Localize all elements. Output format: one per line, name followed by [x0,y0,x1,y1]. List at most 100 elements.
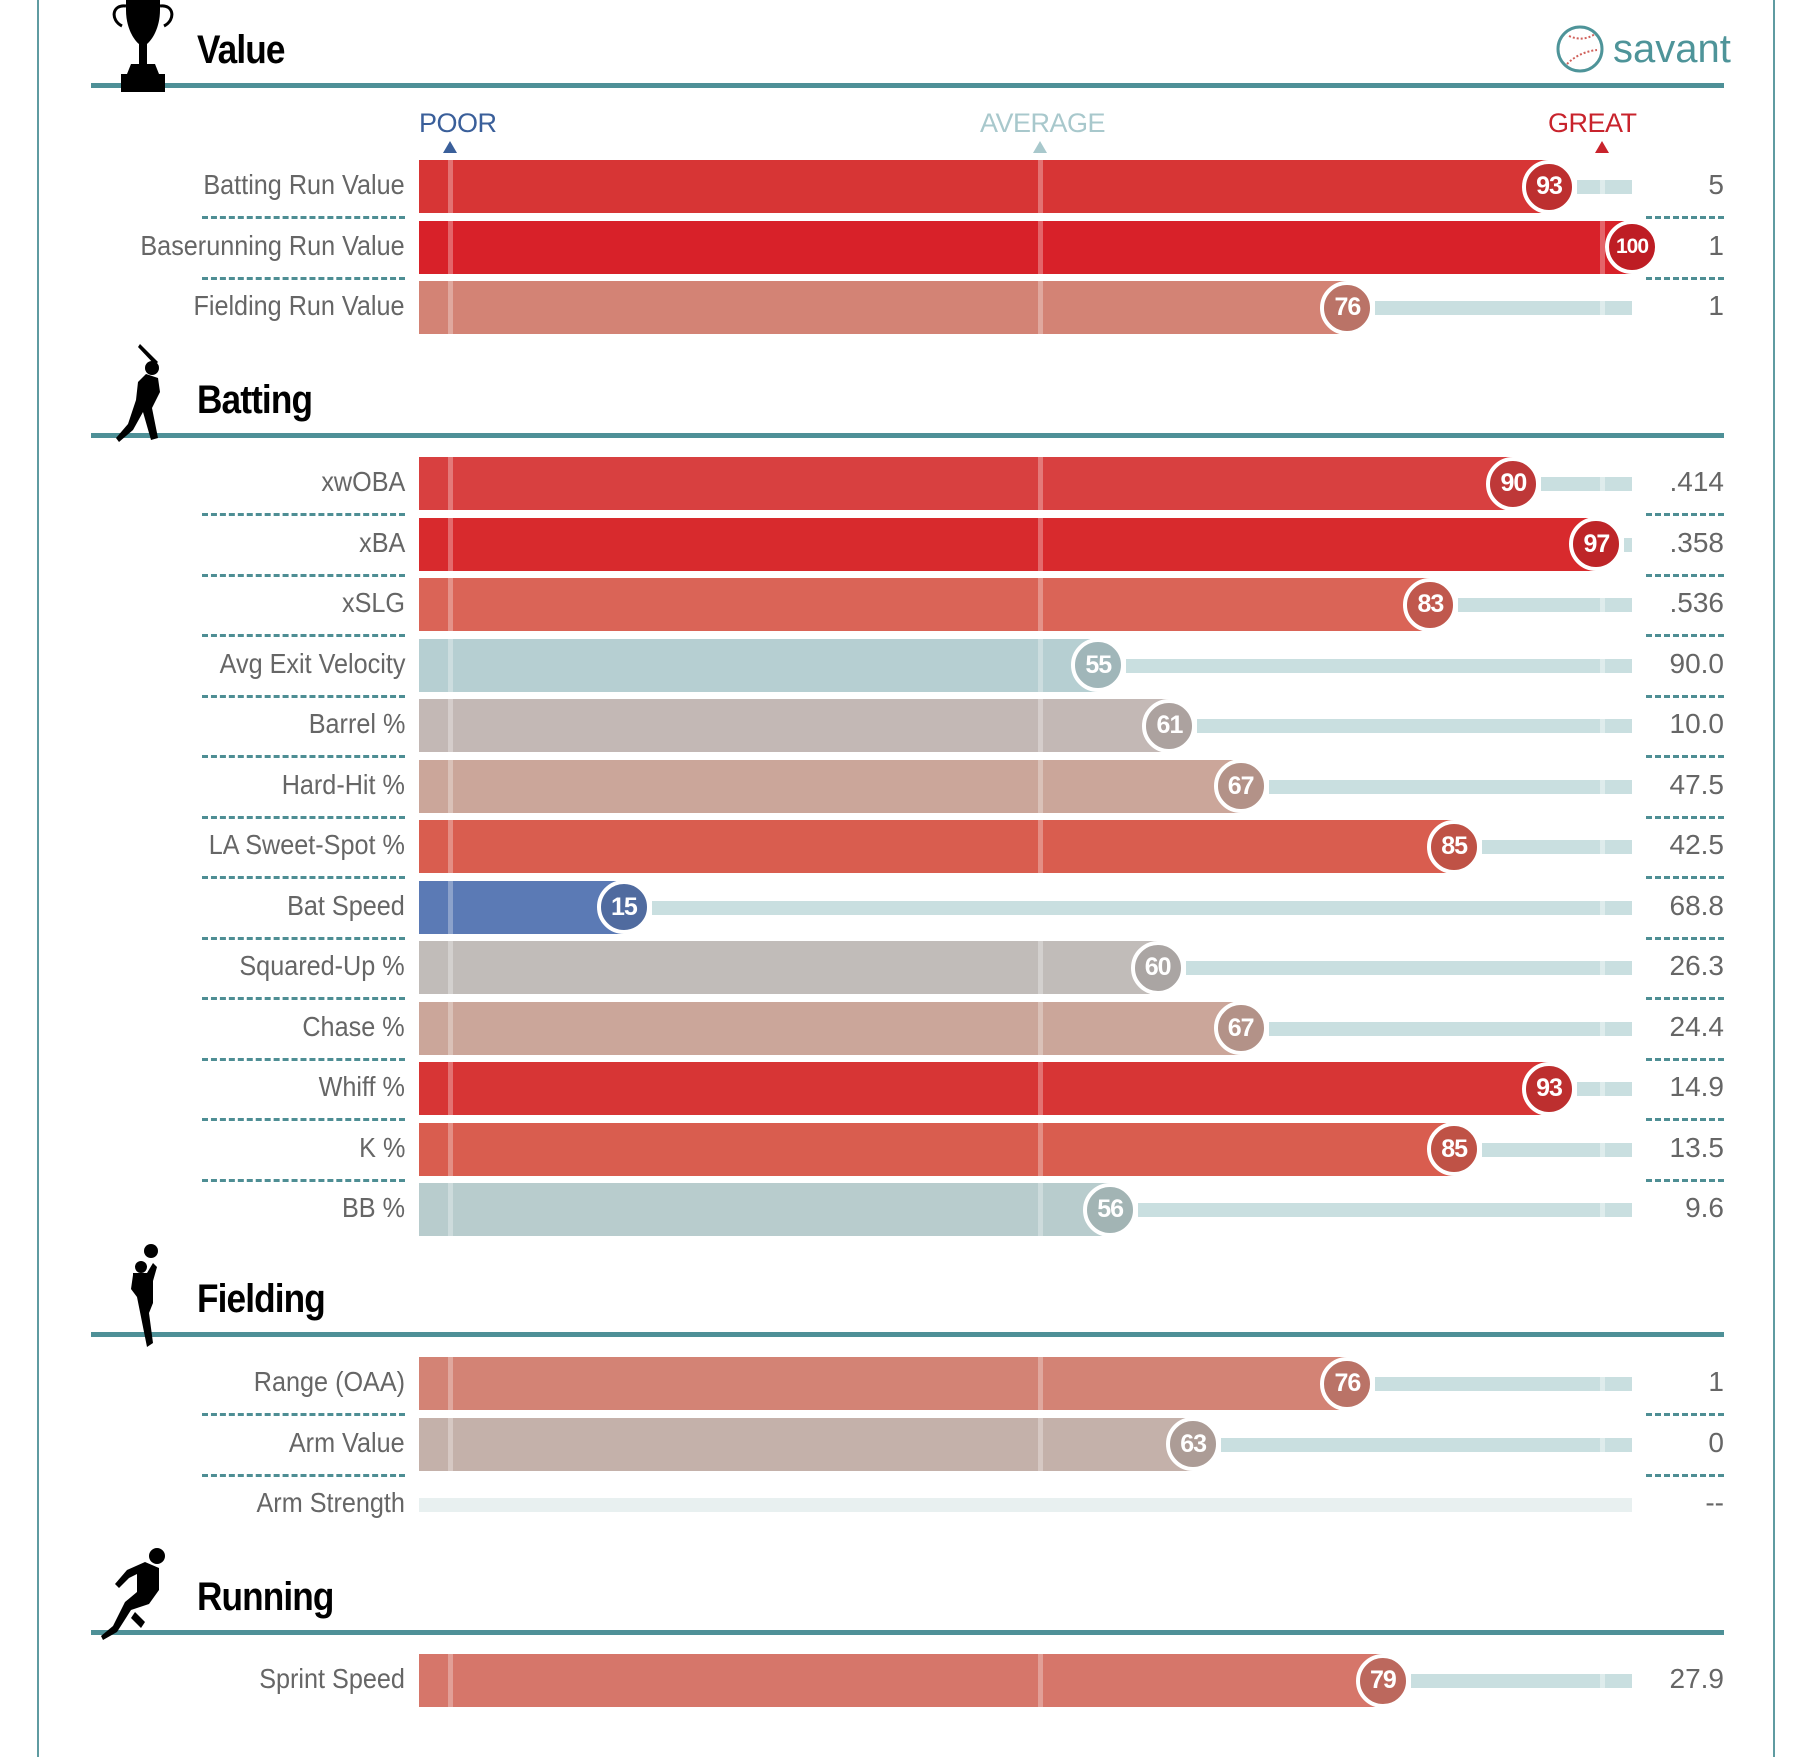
percentile-circle[interactable]: 97 [1569,517,1624,571]
metric-value: .536 [1669,587,1725,618]
average-marker-line [1038,1122,1043,1176]
row-separator [1646,573,1724,577]
fielder-icon [115,1243,175,1358]
percentile-circle[interactable]: 83 [1403,577,1458,632]
row-separator [202,634,405,637]
metric-label: Arm Strength [256,1487,405,1518]
row-separator [1646,1473,1724,1477]
percentile-circle[interactable]: 93 [1521,159,1576,214]
remaining-track [651,900,1632,915]
percentile-circle[interactable]: 15 [596,880,651,934]
percentile-bar [419,160,1549,213]
percentile-circle[interactable]: 67 [1213,759,1268,813]
row-separator [202,694,405,698]
percentile-circle[interactable]: 85 [1427,1122,1482,1176]
great-tick [1600,598,1605,612]
metric-label: Barrel % [308,708,405,739]
trophy-icon [108,0,178,97]
section-divider [91,1630,1724,1635]
row-separator [202,876,405,879]
metric-label: xBA [358,526,405,558]
great-tick [1600,301,1605,315]
metric-label: Fielding Run Value [193,290,405,321]
percentile-bar [419,699,1170,752]
savant-logo: savant [1555,24,1731,74]
row-separator [202,755,405,758]
remaining-track [1138,1203,1632,1217]
percentile-circle[interactable]: 56 [1083,1182,1138,1237]
metric-label: Hard-Hit % [281,768,405,800]
average-marker-line [1038,457,1043,510]
percentile-circle[interactable]: 100 [1605,220,1659,274]
percentile-circle[interactable]: 76 [1320,280,1375,335]
percentile-circle[interactable]: 60 [1130,940,1185,995]
percentile-circle[interactable]: 79 [1355,1653,1410,1708]
percentile-bar [419,759,1241,813]
percentile-circle[interactable]: 61 [1142,698,1197,753]
row-separator [1646,936,1724,940]
remaining-track [1375,301,1632,315]
percentile-circle[interactable]: 93 [1521,1061,1576,1116]
section-title-batting: Batting [197,378,313,422]
row-separator [1646,694,1724,698]
row-separator [1646,634,1724,637]
average-marker-line [1038,1357,1043,1410]
poor-marker-line [448,880,453,934]
row-separator [202,1118,405,1121]
percentile-circle[interactable]: 90 [1486,456,1541,511]
great-tick [1600,1203,1605,1217]
row-separator [202,1473,405,1477]
percentile-circle[interactable]: 76 [1320,1356,1375,1411]
metric-label: xSLG [341,587,405,618]
poor-marker-line [448,1357,453,1410]
poor-marker-line [448,1062,453,1115]
metric-value: 1 [1708,1366,1724,1397]
baseball-icon [1556,25,1604,73]
percentile-circle[interactable]: 63 [1166,1417,1221,1471]
remaining-track [1576,180,1632,194]
poor-marker-line [448,1122,453,1176]
great-tick [1600,1021,1605,1036]
poor-marker-line [448,1183,453,1236]
great-tick [1600,477,1605,491]
percentile-bar [419,1183,1111,1236]
scale-great-label: GREAT [1548,108,1637,138]
metric-label: BB % [341,1192,405,1223]
poor-marker-line [448,820,453,873]
remaining-track [1482,1142,1632,1157]
row-separator [202,1178,405,1182]
average-marker-line [1038,759,1043,813]
poor-marker-line [448,759,453,813]
percentile-circle[interactable]: 67 [1213,1001,1268,1055]
empty-track [419,1498,1632,1512]
remaining-track [1268,1021,1632,1036]
average-marker-line [1038,1654,1043,1707]
metric-value: 68.8 [1669,889,1725,921]
metric-value: 10.0 [1669,708,1725,739]
average-marker-line [1038,699,1043,752]
row-separator [202,513,405,516]
percentile-circle[interactable]: 55 [1071,638,1126,692]
savant-logo-text: savant [1613,26,1731,71]
poor-marker-line [448,638,453,692]
percentile-bar [419,1654,1383,1707]
great-marker-line [1600,220,1605,274]
metric-label: Arm Value [289,1426,405,1458]
percentile-bar [419,1001,1241,1055]
poor-arrow-icon [443,141,457,153]
row-separator [202,936,405,940]
row-separator [202,997,405,1000]
percentile-bar [419,1122,1455,1176]
remaining-track [1458,598,1632,612]
great-tick [1600,1142,1605,1157]
metric-label: Avg Exit Velocity [219,647,405,679]
average-marker-line [1038,941,1043,994]
percentile-circle[interactable]: 85 [1427,819,1482,874]
section-title-value: Value [197,28,285,72]
remaining-track [1576,1082,1632,1096]
poor-marker-line [448,457,453,510]
average-marker-line [1038,1001,1043,1055]
row-separator [202,1057,405,1061]
row-separator [1646,216,1724,219]
average-marker-line [1038,281,1043,334]
